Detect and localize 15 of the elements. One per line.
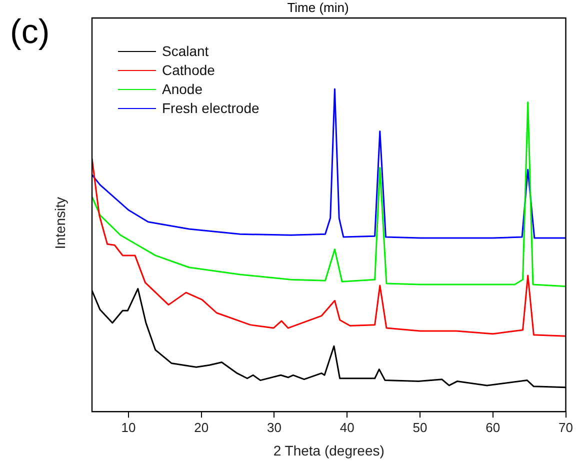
text: Time (min) [287, 0, 349, 15]
x-tick-label: 10 [121, 420, 136, 435]
legend-label: Cathode [162, 61, 215, 80]
x-tick-label: 60 [486, 420, 500, 435]
x-tick-label: 40 [340, 420, 354, 435]
x-tick-label: 30 [266, 420, 282, 435]
x-axis-title: 2 Theta (degrees) [273, 442, 384, 458]
y-axis-title: Intensity [52, 196, 68, 252]
x-tick-label: 50 [412, 420, 428, 435]
legend-label: Scalant [162, 42, 209, 61]
x-tick-label: 70 [558, 420, 574, 435]
legend-label: Anode [162, 80, 202, 99]
x-tick-label: 20 [194, 420, 209, 435]
legend-label: Fresh electrode [162, 99, 260, 118]
text: (c) [10, 12, 50, 52]
